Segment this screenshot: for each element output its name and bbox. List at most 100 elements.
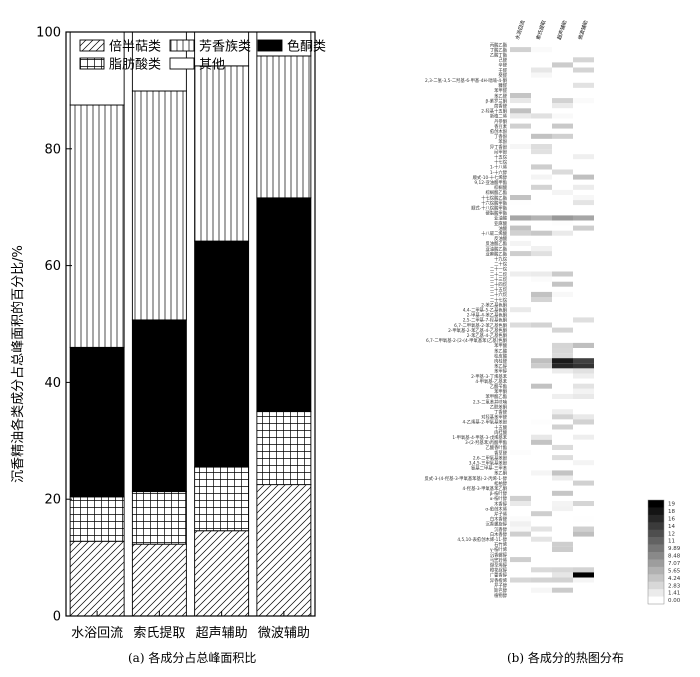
heatmap-cell xyxy=(510,557,531,563)
heatmap-cell xyxy=(510,444,531,450)
heatmap-cell xyxy=(510,113,531,119)
heatmap-row-label: 苯酚 xyxy=(498,138,507,145)
heatmap-cell xyxy=(510,414,531,420)
heatmap-cell xyxy=(573,169,594,175)
heatmap-row-label: 苯甲醇 xyxy=(494,368,508,375)
bar-segment xyxy=(69,346,125,498)
heatmap-cell xyxy=(531,240,552,246)
heatmap-cell xyxy=(531,72,552,78)
heatmap-cell xyxy=(531,404,552,410)
heatmap-row-label: β-桉叶醇 xyxy=(490,490,508,497)
x-tick-label: 微波辅助 xyxy=(258,626,310,641)
heatmap-cell xyxy=(552,546,573,552)
heatmap-cell xyxy=(531,541,552,547)
heatmap-cell xyxy=(531,495,552,501)
colorbar-segment xyxy=(648,522,664,531)
heatmap-cell xyxy=(510,552,531,558)
heatmap-cell xyxy=(531,485,552,491)
heatmap-cell xyxy=(552,429,573,435)
caption-a: (a) 各成分占总峰面积比 xyxy=(128,651,257,665)
heatmap-cell xyxy=(552,541,573,547)
heatmap-cell xyxy=(510,169,531,175)
heatmap-cell xyxy=(552,470,573,476)
heatmap-cell xyxy=(552,98,573,104)
heatmap-cell xyxy=(510,506,531,512)
heatmap-cell xyxy=(573,281,594,287)
heatmap-cell xyxy=(552,93,573,99)
heatmap-cell xyxy=(510,98,531,104)
heatmap-row-label: 异香橙烯 xyxy=(490,577,508,584)
heatmap-cell xyxy=(552,521,573,527)
heatmap-row-label: 二十五烷 xyxy=(490,286,508,293)
heatmap-cell xyxy=(552,526,573,532)
heatmap-cell xyxy=(531,302,552,308)
heatmap-cell xyxy=(510,337,531,343)
heatmap-cell xyxy=(510,322,531,328)
heatmap-cell xyxy=(552,169,573,175)
heatmap-row-label: 2-甲基-3-丁烯基苯 xyxy=(471,373,508,380)
heatmap-cell xyxy=(510,358,531,364)
heatmap-cell xyxy=(552,557,573,563)
heatmap-cell xyxy=(531,52,552,58)
heatmap-cell xyxy=(510,383,531,389)
heatmap-row-label: 松柏醇 xyxy=(494,480,508,487)
colorbar-segment xyxy=(648,544,664,553)
heatmap-cell xyxy=(573,337,594,343)
heatmap-cell xyxy=(552,516,573,522)
heatmap-cell xyxy=(531,246,552,252)
heatmap-cell xyxy=(552,276,573,282)
heatmap-cell xyxy=(552,113,573,119)
heatmap-cell xyxy=(573,460,594,466)
heatmap-cell xyxy=(510,567,531,573)
heatmap-row-label: 6,7-二甲氧基-2-[2-(4-甲氧基苯)乙基]色酮 xyxy=(426,337,507,344)
heatmap-cell xyxy=(552,174,573,180)
heatmap-row-label: 4,5,10-表愈创木烯-11-醇 xyxy=(457,536,507,543)
heatmap-cell xyxy=(552,57,573,63)
heatmap-row-label: 缬草烯醇 xyxy=(490,562,508,569)
bar-segment xyxy=(194,65,250,242)
heatmap-cell xyxy=(531,77,552,83)
heatmap-cell xyxy=(531,444,552,450)
heatmap-cell xyxy=(531,87,552,93)
heatmap-row-label: 油酸 xyxy=(498,225,507,232)
heatmap-row-label: 苯甲酸乙酯 xyxy=(486,393,508,400)
heatmap-cell xyxy=(573,444,594,450)
heatmap-cell xyxy=(573,348,594,354)
heatmap-cell xyxy=(573,332,594,338)
bar-segment xyxy=(131,543,187,617)
heatmap-cell xyxy=(510,118,531,124)
heatmap-cell xyxy=(531,399,552,405)
heatmap-row-label: 丁香醛 xyxy=(494,409,508,416)
heatmap-row-label: 2-羟基十五酮 xyxy=(481,108,507,115)
heatmap-cell xyxy=(552,47,573,53)
heatmap-row-label: 新植二烯 xyxy=(490,113,508,120)
heatmap-cell xyxy=(531,506,552,512)
heatmap-cell xyxy=(552,460,573,466)
heatmap-cell xyxy=(552,490,573,496)
heatmap-cell xyxy=(552,373,573,379)
heatmap-cell xyxy=(552,291,573,297)
heatmap-cell xyxy=(510,434,531,440)
heatmap-cell xyxy=(573,138,594,144)
heatmap-cell xyxy=(573,511,594,517)
heatmap-row-label: 反式-3-(4-羟基-3-甲氧基苯基)-2-丙烯-1-醇 xyxy=(424,475,507,482)
bar-segment xyxy=(69,496,125,542)
heatmap-cell xyxy=(552,261,573,267)
heatmap-cell xyxy=(531,322,552,328)
heatmap-cell xyxy=(573,184,594,190)
heatmap-cell xyxy=(510,62,531,68)
heatmap-cell xyxy=(531,47,552,53)
heatmap-cell xyxy=(531,225,552,231)
heatmap-cell xyxy=(510,317,531,323)
heatmap-cell xyxy=(510,455,531,461)
legend-swatch xyxy=(257,39,283,52)
heatmap-row-label: 4-甲氧基-乙基苯 xyxy=(475,378,507,385)
heatmap-cell xyxy=(531,501,552,507)
heatmap-cell xyxy=(552,118,573,124)
heatmap-cell xyxy=(531,450,552,456)
heatmap-cell xyxy=(552,240,573,246)
heatmap-cell xyxy=(552,77,573,83)
heatmap-cell xyxy=(552,511,573,517)
colorbar-segment xyxy=(648,514,664,523)
colorbar-tick-label: 8.48 xyxy=(668,554,681,560)
